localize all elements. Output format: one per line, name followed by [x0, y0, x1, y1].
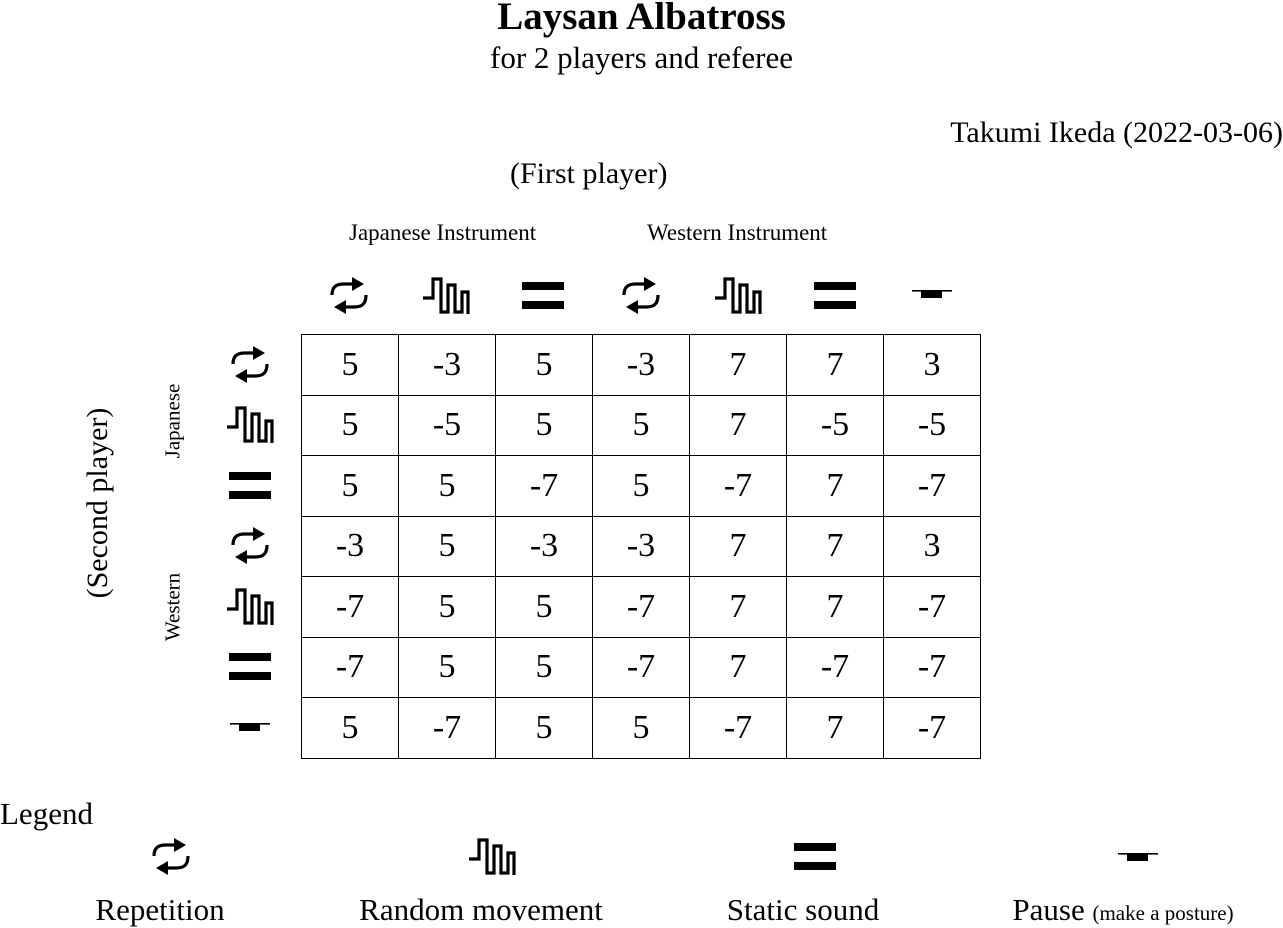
matrix-cell: 5	[495, 334, 593, 396]
payoff-matrix: 5 -3 5 -3 7 7 3 5 -5 5 5 7 -5 -5 5 5 -7 5 -7 7 -7 -3 5 -3 -3 7 7 3-…	[301, 334, 981, 759]
matrix-row: 5 -5 5 5 7 -5 -5	[301, 394, 981, 456]
legend-label-random-movement: Random movement	[359, 892, 603, 927]
matrix-cell: -3	[398, 334, 496, 396]
random-movement-icon	[226, 405, 274, 445]
static-sound-icon	[794, 840, 836, 874]
matrix-cell: -3	[592, 334, 690, 396]
matrix-cell: 7	[786, 697, 884, 759]
matrix-row: -7 5 5 -7 7 -7 -7	[301, 636, 981, 698]
static-sound-icon	[522, 279, 565, 313]
row-group-japanese: Japanese	[160, 383, 185, 459]
matrix-cell: 5	[301, 394, 399, 456]
matrix-cell: 5	[398, 515, 496, 577]
matrix-cell: 7	[689, 515, 787, 577]
repetition-icon	[618, 275, 664, 317]
pause-icon	[230, 720, 270, 734]
matrix-cell: -7	[301, 576, 399, 638]
first-player-label: (First player)	[510, 157, 668, 190]
row-group-western: Western	[160, 572, 185, 642]
matrix-row: -3 5 -3 -3 7 7 3	[301, 515, 981, 577]
matrix-cell: 3	[883, 334, 981, 396]
matrix-cell: 7	[786, 576, 884, 638]
matrix-cell: 7	[689, 334, 787, 396]
static-sound-icon	[229, 650, 271, 684]
random-movement-icon	[714, 276, 762, 316]
matrix-cell: 5	[592, 455, 690, 517]
matrix-cell: -3	[301, 515, 399, 577]
matrix-row: 5 5 -7 5 -7 7 -7	[301, 455, 981, 517]
legend-note-pause: (make a posture)	[1092, 901, 1234, 925]
matrix-cell: -3	[592, 515, 690, 577]
legend-label-repetition: Repetition	[95, 892, 225, 927]
matrix-row: -7 5 5 -7 7 7 -7	[301, 576, 981, 638]
matrix-row: 5 -3 5 -3 7 7 3	[301, 334, 981, 396]
static-sound-icon	[229, 469, 271, 503]
matrix-cell: -7	[301, 636, 399, 698]
repetition-icon	[148, 836, 194, 878]
matrix-cell: 7	[689, 576, 787, 638]
legend-label-static-sound: Static sound	[726, 892, 880, 927]
matrix-cell: -7	[883, 455, 981, 517]
matrix-cell: 5	[301, 455, 399, 517]
matrix-cell: 5	[398, 636, 496, 698]
legend-label-pause: Pause (make a posture)	[1012, 892, 1234, 927]
matrix-cell: -7	[592, 636, 690, 698]
matrix-cell: -5	[398, 394, 496, 456]
author-date: Takumi Ikeda (2022-03-06)	[950, 116, 1283, 149]
matrix-cell: 7	[786, 515, 884, 577]
repetition-icon	[326, 275, 372, 317]
random-movement-icon	[468, 837, 516, 877]
matrix-cell: 7	[786, 334, 884, 396]
random-movement-icon	[422, 276, 470, 316]
random-movement-icon	[226, 587, 274, 627]
matrix-cell: 5	[592, 697, 690, 759]
matrix-row: 5 -7 5 5 -7 7 -7	[301, 697, 981, 759]
matrix-cell: -7	[495, 455, 593, 517]
second-player-label: (Second player)	[81, 407, 114, 599]
repetition-icon	[227, 344, 273, 386]
matrix-cell: 5	[301, 334, 399, 396]
matrix-cell: -7	[883, 697, 981, 759]
matrix-cell: -7	[786, 636, 884, 698]
matrix-cell: 7	[689, 636, 787, 698]
matrix-cell: -5	[883, 394, 981, 456]
matrix-cell: 5	[495, 697, 593, 759]
page-subtitle: for 2 players and referee	[490, 40, 793, 75]
matrix-cell: 5	[495, 636, 593, 698]
matrix-cell: 5	[398, 455, 496, 517]
pause-icon	[1118, 850, 1158, 864]
static-sound-icon	[814, 279, 856, 313]
matrix-cell: -7	[883, 636, 981, 698]
column-group-japanese: Japanese Instrument	[349, 220, 537, 245]
matrix-cell: 7	[689, 394, 787, 456]
pause-icon	[912, 287, 953, 301]
matrix-cell: 5	[592, 394, 690, 456]
matrix-cell: -7	[883, 576, 981, 638]
matrix-cell: 5	[398, 576, 496, 638]
matrix-cell: 5	[495, 394, 593, 456]
matrix-cell: 7	[786, 455, 884, 517]
matrix-cell: -7	[592, 576, 690, 638]
repetition-icon	[227, 525, 273, 567]
matrix-cell: 3	[883, 515, 981, 577]
matrix-cell: -7	[689, 455, 787, 517]
matrix-cell: 5	[301, 697, 399, 759]
matrix-cell: 5	[495, 576, 593, 638]
column-group-western: Western Instrument	[647, 220, 828, 245]
page-title: Laysan Albatross	[497, 0, 786, 38]
matrix-cell: -7	[689, 697, 787, 759]
matrix-cell: -7	[398, 697, 496, 759]
matrix-cell: -3	[495, 515, 593, 577]
matrix-cell: -5	[786, 394, 884, 456]
legend-title: Legend	[0, 796, 93, 831]
